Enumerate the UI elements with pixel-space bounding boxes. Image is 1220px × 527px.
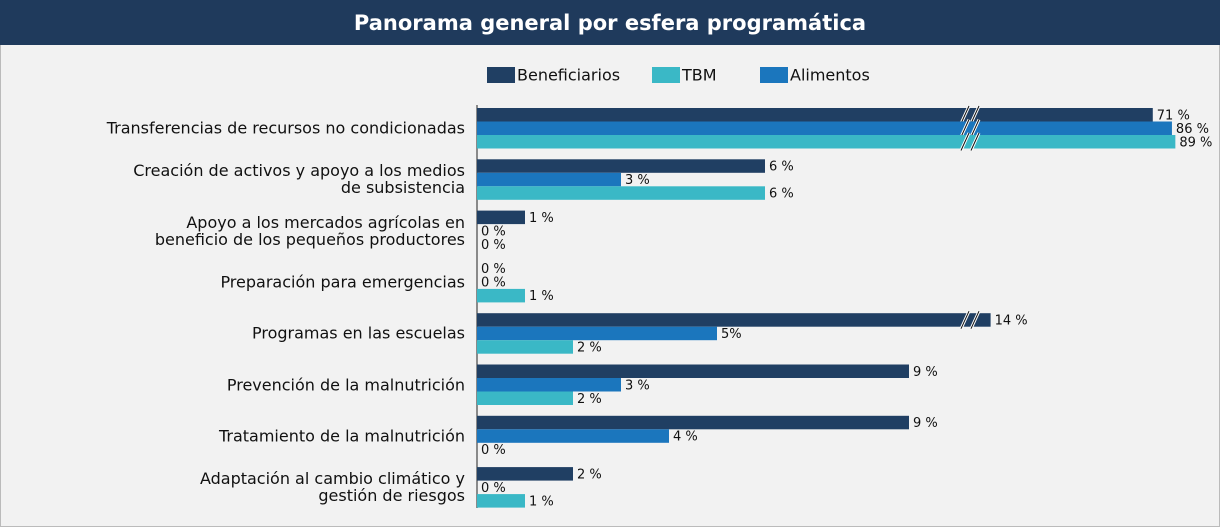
value-label: 9 % [913, 416, 938, 431]
value-label: 71 % [1157, 108, 1190, 123]
value-label: 3 % [625, 378, 650, 393]
bar [477, 415, 909, 430]
axis-break [970, 105, 980, 124]
value-label: 2 % [577, 467, 602, 482]
value-label: 89 % [1179, 135, 1212, 150]
bar [477, 210, 525, 225]
bar [477, 108, 1153, 122]
legend-label: Beneficiarios [517, 66, 620, 85]
value-label: 0 % [481, 481, 506, 496]
bar [477, 186, 765, 200]
value-label: 0 % [481, 224, 506, 239]
category-label: Tratamiento de la malnutrición [218, 426, 465, 446]
value-label: 1 % [529, 289, 554, 304]
value-label: 1 % [529, 211, 554, 226]
bar [477, 364, 909, 378]
value-label: 0 % [481, 238, 506, 253]
legend-swatch [652, 67, 680, 83]
bar [477, 391, 573, 405]
axis-break [960, 132, 970, 151]
category-label: Creación de activos y apoyo a los medios… [133, 161, 465, 198]
bar [477, 467, 573, 481]
bar [477, 494, 525, 508]
value-label: 5% [721, 327, 742, 342]
value-label: 9 % [913, 365, 938, 380]
legend-swatch [487, 67, 515, 83]
bar [477, 429, 669, 443]
category-label: Transferencias de recursos no condiciona… [106, 118, 465, 138]
chart-title: Panorama general por esfera programática [354, 11, 866, 35]
value-label: 0 % [481, 443, 506, 458]
value-label: 2 % [577, 340, 602, 355]
category-label: Programas en las escuelas [251, 323, 465, 343]
category-label: Apoyo a los mercados agrícolas en benefi… [154, 212, 465, 249]
bar [477, 172, 621, 187]
value-label: 0 % [481, 276, 506, 291]
axis-break [970, 132, 980, 151]
bar [477, 326, 717, 341]
value-label: 0 % [481, 262, 506, 277]
bar [477, 313, 991, 327]
axis-break [960, 119, 970, 138]
title-bar [0, 0, 1220, 45]
value-label: 6 % [769, 187, 794, 202]
value-label: 2 % [577, 392, 602, 407]
legend-label: TBM [681, 66, 717, 85]
category-label: Prevención de la malnutrición [226, 375, 465, 394]
axis-break [960, 310, 970, 329]
bar [477, 378, 621, 392]
axis-break [970, 310, 980, 329]
legend-swatch [760, 67, 788, 83]
value-label: 6 % [769, 160, 794, 175]
legend-label: Alimentos [790, 66, 870, 85]
value-label: 86 % [1176, 122, 1209, 137]
axis-break [970, 119, 980, 138]
bar [477, 159, 765, 173]
bar [477, 121, 1172, 135]
bar [477, 135, 1176, 149]
category-label: Preparación para emergencias [220, 272, 465, 292]
value-label: 4 % [673, 430, 698, 445]
value-label: 1 % [529, 494, 554, 509]
bar [477, 340, 573, 354]
category-label: Adaptación al cambio climático y gestión… [199, 469, 465, 506]
bar [477, 288, 525, 303]
axis-break [960, 105, 970, 124]
value-label: 14 % [995, 313, 1028, 328]
value-label: 3 % [625, 173, 650, 188]
